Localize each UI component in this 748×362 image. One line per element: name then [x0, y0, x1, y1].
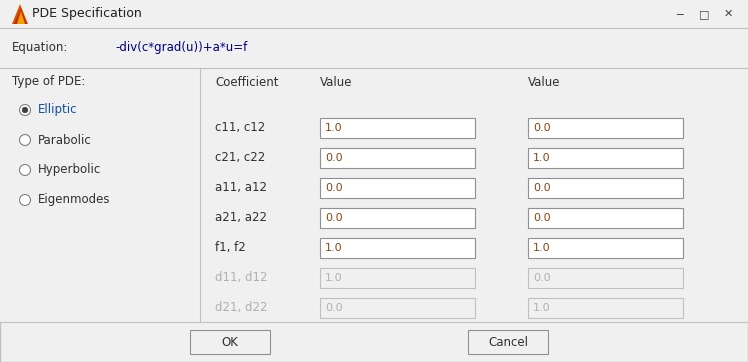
Text: 0.0: 0.0 — [533, 183, 551, 193]
Text: a21, a22: a21, a22 — [215, 210, 267, 223]
Polygon shape — [12, 4, 28, 24]
Text: PDE Specification: PDE Specification — [32, 8, 142, 21]
Text: 1.0: 1.0 — [325, 273, 343, 283]
Bar — [320, 118, 475, 138]
Text: a11, a12: a11, a12 — [215, 181, 267, 194]
Text: c21, c22: c21, c22 — [215, 151, 266, 164]
Text: 0.0: 0.0 — [533, 273, 551, 283]
Text: -div(c*grad(u))+a*u=f: -div(c*grad(u))+a*u=f — [115, 42, 248, 55]
Bar — [528, 238, 683, 258]
Text: f1, f2: f1, f2 — [215, 240, 246, 253]
Text: Value: Value — [320, 76, 352, 89]
Bar — [200, 68, 748, 322]
Text: □: □ — [699, 9, 709, 19]
Bar — [320, 238, 475, 258]
Bar — [528, 118, 683, 138]
Text: d21, d22: d21, d22 — [215, 300, 268, 313]
Text: Cancel: Cancel — [488, 336, 528, 349]
Polygon shape — [17, 11, 25, 24]
Polygon shape — [14, 8, 27, 24]
Text: 0.0: 0.0 — [325, 183, 343, 193]
Text: 1.0: 1.0 — [533, 243, 551, 253]
Text: 0.0: 0.0 — [533, 213, 551, 223]
Text: 1.0: 1.0 — [325, 243, 343, 253]
Bar — [468, 330, 548, 354]
Text: ─: ─ — [677, 9, 684, 19]
Bar — [528, 268, 683, 288]
Bar — [0, 28, 748, 68]
Bar — [528, 298, 683, 318]
Text: Elliptic: Elliptic — [38, 104, 78, 117]
Text: Equation:: Equation: — [12, 42, 68, 55]
Text: Eigenmodes: Eigenmodes — [38, 194, 111, 206]
Text: 1.0: 1.0 — [533, 153, 551, 163]
Text: ✕: ✕ — [723, 9, 733, 19]
Text: 0.0: 0.0 — [325, 303, 343, 313]
Bar — [320, 148, 475, 168]
Bar — [0, 68, 200, 322]
Text: Coefficient: Coefficient — [215, 76, 278, 89]
Text: 0.0: 0.0 — [533, 123, 551, 133]
Text: 1.0: 1.0 — [325, 123, 343, 133]
Text: Parabolic: Parabolic — [38, 134, 92, 147]
Bar — [528, 178, 683, 198]
Text: OK: OK — [221, 336, 239, 349]
Circle shape — [19, 135, 31, 146]
Text: Hyperbolic: Hyperbolic — [38, 164, 101, 177]
Bar — [528, 148, 683, 168]
Circle shape — [19, 164, 31, 176]
Bar — [0, 0, 748, 28]
Text: Value: Value — [528, 76, 560, 89]
Text: 0.0: 0.0 — [325, 153, 343, 163]
Bar — [528, 208, 683, 228]
Bar — [320, 298, 475, 318]
Text: c11, c12: c11, c12 — [215, 121, 266, 134]
Text: 0.0: 0.0 — [325, 213, 343, 223]
Text: d11, d12: d11, d12 — [215, 270, 268, 283]
Bar — [320, 208, 475, 228]
Circle shape — [19, 194, 31, 206]
Circle shape — [19, 105, 31, 115]
Circle shape — [22, 107, 28, 113]
Text: 1.0: 1.0 — [533, 303, 551, 313]
Bar — [320, 268, 475, 288]
Bar — [190, 330, 270, 354]
Text: Type of PDE:: Type of PDE: — [12, 76, 85, 88]
Bar — [320, 178, 475, 198]
